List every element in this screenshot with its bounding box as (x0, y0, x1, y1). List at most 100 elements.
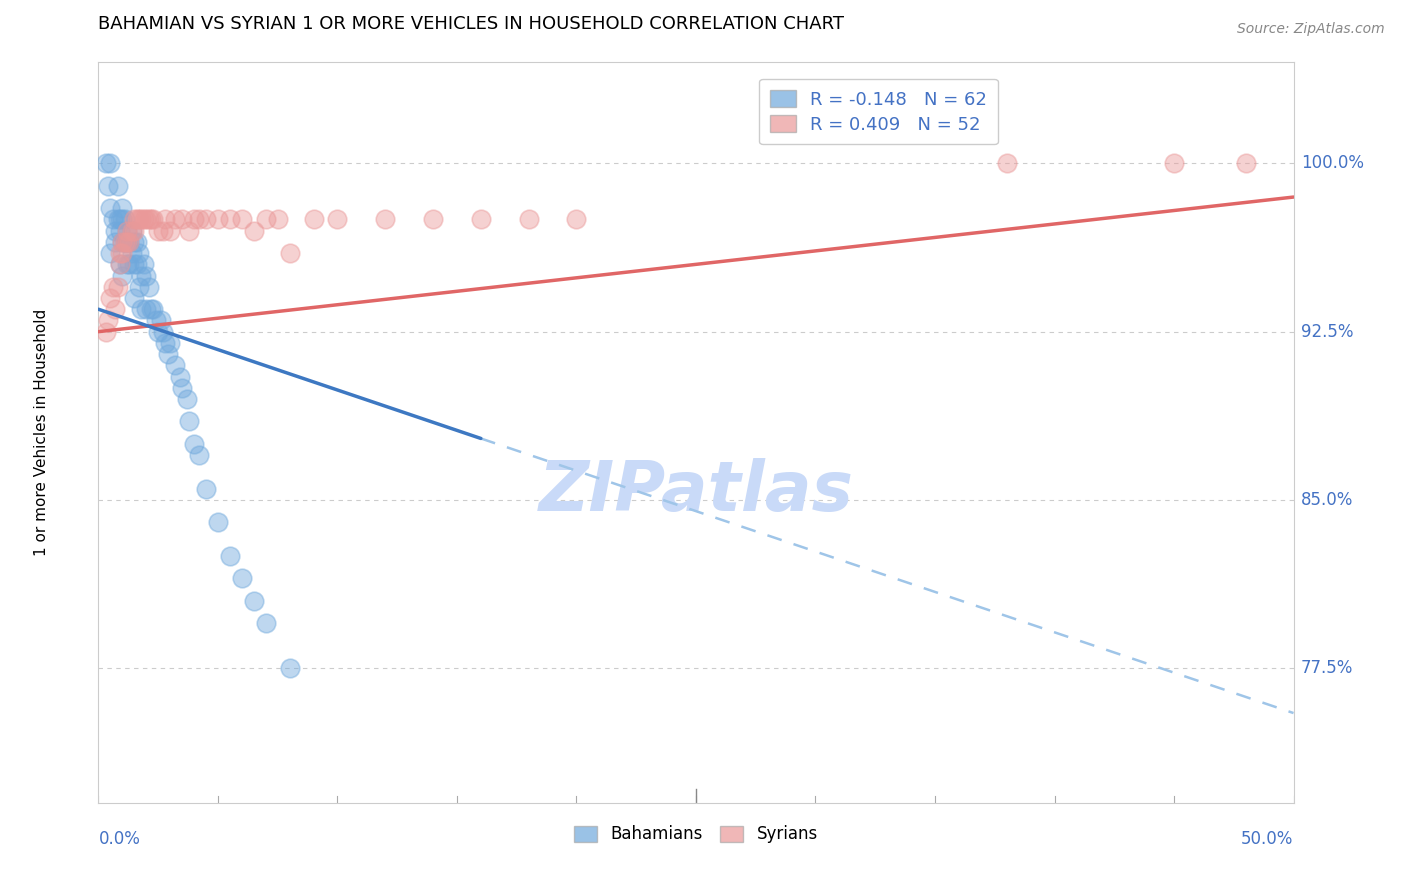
Point (118, 235, 141, 249)
Point (121, 224, 143, 238)
Point (187, 212, 209, 227)
Point (104, 224, 127, 238)
Point (107, 280, 129, 294)
Point (565, 212, 588, 227)
Point (128, 280, 150, 294)
Point (111, 235, 134, 249)
Point (169, 369, 191, 384)
Point (179, 414, 201, 428)
Point (107, 178, 129, 193)
Text: 0.0%: 0.0% (98, 830, 141, 847)
Point (111, 246, 134, 260)
Point (517, 212, 540, 227)
Point (139, 212, 162, 227)
Point (278, 246, 301, 260)
Point (131, 302, 153, 317)
Point (152, 325, 174, 339)
Point (159, 224, 181, 238)
Legend: Bahamians, Syrians: Bahamians, Syrians (568, 819, 824, 850)
Point (145, 313, 167, 327)
Point (115, 224, 138, 238)
Point (108, 257, 131, 271)
Point (148, 224, 170, 238)
Point (159, 335, 181, 350)
Point (97, 178, 120, 193)
Point (172, 381, 194, 395)
Point (163, 359, 186, 373)
Point (124, 224, 146, 238)
Point (195, 212, 218, 227)
Point (155, 335, 177, 350)
Point (135, 212, 157, 227)
Point (231, 571, 253, 585)
Point (98, 246, 122, 260)
Text: 77.5%: 77.5% (1301, 659, 1353, 677)
Point (152, 224, 174, 238)
Point (128, 246, 150, 260)
Point (114, 235, 136, 249)
Point (124, 257, 146, 271)
Point (118, 235, 141, 249)
Point (374, 212, 396, 227)
Point (138, 212, 160, 227)
Point (132, 257, 155, 271)
Point (219, 549, 242, 563)
Point (187, 448, 209, 462)
Point (207, 212, 229, 227)
Text: 92.5%: 92.5% (1301, 323, 1353, 341)
Point (156, 347, 179, 361)
Point (108, 224, 131, 238)
Text: 100.0%: 100.0% (1301, 154, 1364, 172)
Point (219, 212, 242, 227)
Point (125, 212, 148, 227)
Point (124, 235, 146, 249)
Point (183, 437, 205, 451)
Point (111, 212, 134, 227)
Point (254, 212, 277, 227)
Point (422, 212, 444, 227)
Point (101, 212, 124, 227)
Point (302, 212, 325, 227)
Point (124, 212, 146, 227)
Point (1234, 156, 1257, 170)
Point (97, 313, 120, 327)
Point (108, 246, 131, 260)
Point (125, 257, 148, 271)
Point (115, 235, 138, 249)
Point (267, 212, 290, 227)
Text: BAHAMIAN VS SYRIAN 1 OR MORE VEHICLES IN HOUSEHOLD CORRELATION CHART: BAHAMIAN VS SYRIAN 1 OR MORE VEHICLES IN… (98, 15, 845, 33)
Point (98, 156, 122, 170)
Point (94, 325, 117, 339)
Point (111, 268, 134, 283)
Point (108, 257, 131, 271)
Point (111, 235, 134, 249)
Point (107, 212, 129, 227)
Point (124, 291, 146, 305)
Point (131, 268, 153, 283)
Point (128, 212, 150, 227)
Text: 50.0%: 50.0% (1241, 830, 1294, 847)
Text: 1 or more Vehicles in Household: 1 or more Vehicles in Household (34, 309, 49, 557)
Point (243, 594, 266, 608)
Point (254, 616, 277, 631)
Point (176, 392, 198, 406)
Point (94, 156, 117, 170)
Point (155, 212, 177, 227)
Point (278, 661, 301, 675)
Point (148, 325, 170, 339)
Point (149, 313, 172, 327)
Point (121, 246, 143, 260)
Point (995, 156, 1018, 170)
Point (132, 212, 155, 227)
Text: ZIPatlas: ZIPatlas (538, 458, 853, 525)
Point (114, 235, 136, 249)
Point (163, 212, 186, 227)
Point (179, 224, 201, 238)
Point (470, 212, 492, 227)
Point (243, 224, 266, 238)
Point (135, 302, 157, 317)
Point (115, 257, 138, 271)
Point (111, 201, 134, 215)
Point (131, 212, 153, 227)
Point (326, 212, 349, 227)
